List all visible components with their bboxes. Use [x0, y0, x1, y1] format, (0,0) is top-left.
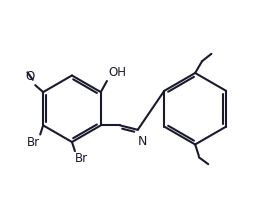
Text: O: O [25, 70, 34, 83]
Text: Br: Br [27, 136, 40, 149]
Text: Br: Br [75, 152, 88, 165]
Text: N: N [138, 135, 148, 148]
Text: OH: OH [108, 66, 126, 79]
